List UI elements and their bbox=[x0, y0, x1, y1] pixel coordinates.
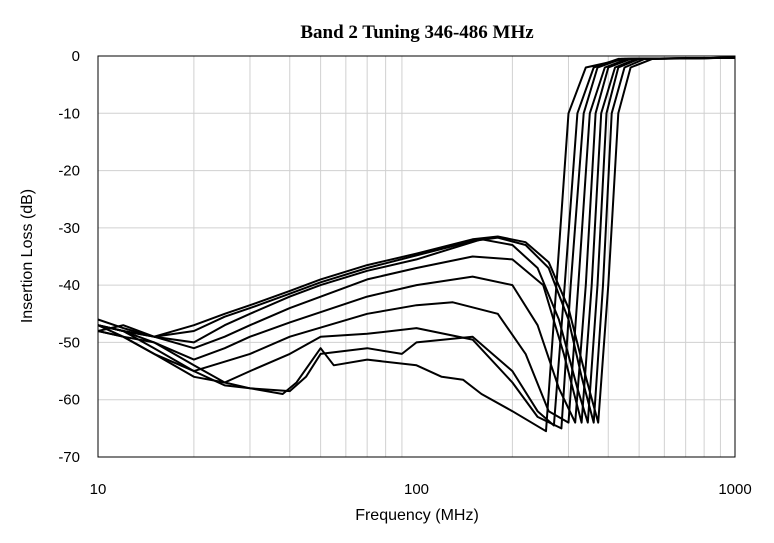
y-tick-label: -50 bbox=[58, 334, 80, 351]
x-tick-label: 10 bbox=[90, 481, 107, 498]
grid bbox=[98, 56, 735, 457]
y-tick-label: -70 bbox=[58, 449, 80, 466]
y-tick-label: 0 bbox=[72, 48, 80, 65]
series-line-4 bbox=[97, 56, 736, 424]
plot-frame bbox=[97, 55, 736, 458]
series-line-7 bbox=[97, 56, 736, 430]
series-line-9 bbox=[97, 56, 736, 433]
y-tick-label: -30 bbox=[58, 220, 80, 237]
chart-title: Band 2 Tuning 346-486 MHz bbox=[300, 22, 534, 43]
y-tick-label: -20 bbox=[58, 163, 80, 180]
series-line-8 bbox=[97, 56, 736, 427]
y-tick-label: -10 bbox=[58, 105, 80, 122]
x-tick-label: 100 bbox=[404, 481, 429, 498]
series-line-3 bbox=[97, 56, 736, 424]
y-tick-labels: 0 -10 -20 -30 -40 -50 -60 -70 bbox=[58, 48, 80, 466]
y-tick-label: -60 bbox=[58, 392, 80, 409]
y-tick-label: -40 bbox=[58, 277, 80, 294]
series-lines bbox=[97, 56, 736, 433]
x-tick-labels: 10 100 1000 bbox=[90, 481, 752, 498]
x-tick-label: 1000 bbox=[718, 481, 751, 498]
y-axis-label: Insertion Loss (dB) bbox=[19, 189, 36, 323]
series-line-1 bbox=[97, 56, 736, 424]
series-line-5 bbox=[97, 56, 736, 424]
x-axis-label: Frequency (MHz) bbox=[355, 507, 479, 524]
